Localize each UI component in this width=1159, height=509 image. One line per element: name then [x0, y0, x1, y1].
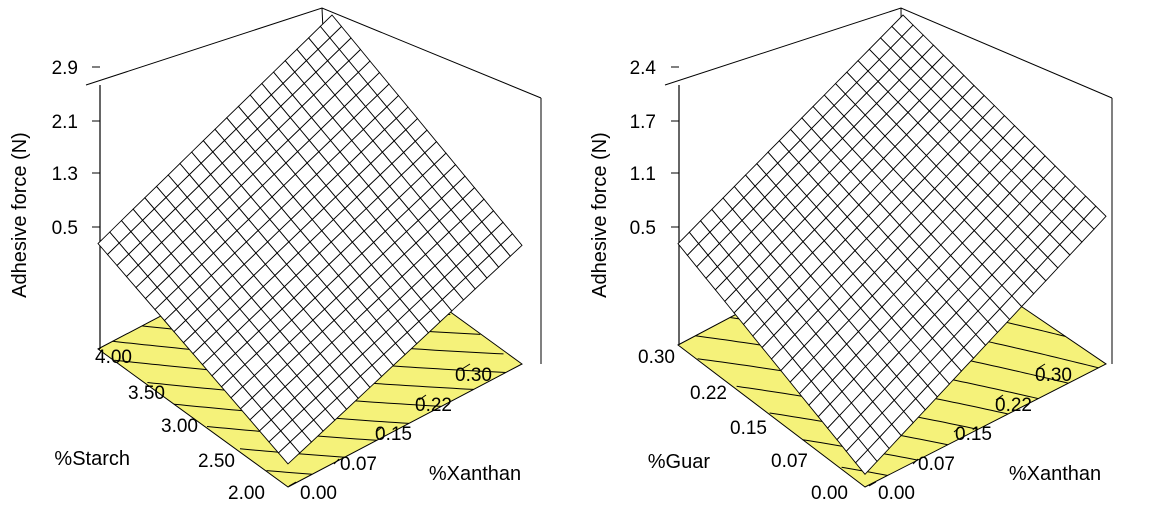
y-tick-mark [333, 458, 340, 465]
y-tick-label: 0.07 [340, 454, 377, 475]
y-tick-label: 0.22 [415, 395, 452, 416]
surface-mesh [677, 14, 1107, 475]
x-axis-label: %Guar [648, 451, 711, 473]
z-axis-label: Adhesive force (N) [589, 132, 611, 298]
x-tick-label: 0.30 [638, 347, 675, 368]
z-tick-label: 1.3 [52, 164, 78, 185]
y-tick-mark [912, 458, 919, 465]
y-tick-label: 0.00 [878, 483, 915, 504]
z-tick-label: 2.4 [630, 58, 657, 79]
z-tick-label: 0.5 [52, 218, 78, 239]
y-axis-label: %Xanthan [429, 463, 521, 485]
surface-mesh [97, 14, 523, 465]
y-axis-label: %Xanthan [1009, 463, 1101, 485]
x-tick-label: 0.07 [771, 451, 808, 472]
y-tick-mark [418, 394, 427, 401]
z-tick-label: 2.1 [52, 112, 78, 133]
x-axis-label: %Starch [54, 448, 130, 470]
y-tick-mark [375, 426, 383, 433]
surface-cell [855, 449, 878, 475]
y-tick-label: 0.22 [995, 395, 1032, 416]
x-tick-label: 0.15 [730, 418, 767, 439]
contour-line [266, 470, 313, 475]
top-frame-line [85, 7, 542, 99]
y-tick-label: 0.00 [300, 483, 337, 504]
x-tick-label: 2.50 [198, 451, 235, 472]
y-tick-mark [995, 394, 1004, 401]
z-tick-label: 1.1 [630, 164, 656, 185]
x-tick-label: 0.22 [690, 383, 727, 404]
chart-group-2: 0.51.11.72.40.000.070.150.220.300.000.07… [589, 7, 1113, 504]
x-tick-label: 2.00 [228, 483, 265, 504]
x-tick-label: 0.00 [811, 483, 848, 504]
y-tick-mark [288, 481, 297, 487]
y-tick-label: 0.15 [375, 424, 412, 445]
z-tick-label: 2.9 [52, 58, 78, 79]
x-tick-label: 3.50 [128, 383, 165, 404]
y-tick-label: 0.30 [1035, 365, 1072, 386]
z-tick-label: 0.5 [630, 218, 656, 239]
y-tick-label: 0.30 [455, 365, 492, 386]
z-axis-label: Adhesive force (N) [9, 132, 31, 298]
y-tick-label: 0.15 [955, 424, 992, 445]
surface-cell [277, 441, 301, 465]
y-tick-label: 0.07 [918, 454, 955, 475]
y-tick-mark [868, 481, 877, 487]
x-tick-label: 3.00 [161, 416, 198, 437]
y-tick-mark [1036, 363, 1046, 370]
z-tick-label: 1.7 [630, 112, 656, 133]
y-tick-mark [461, 363, 471, 370]
y-tick-mark [953, 426, 961, 433]
x-tick-label: 4.00 [95, 347, 132, 368]
chart-group-1: 0.5 1.3 2.1 2.9 2.00 2.503.00 3.50 4.00 0.000.07… [9, 7, 542, 504]
